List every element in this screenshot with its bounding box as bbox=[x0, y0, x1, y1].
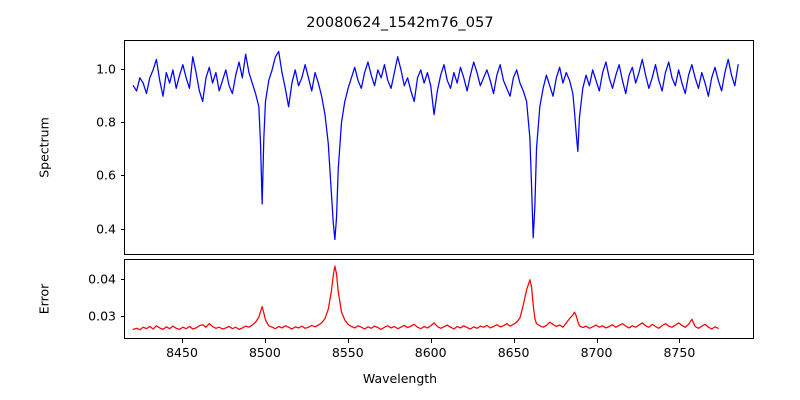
spectrum-y-tick-label: 0.4 bbox=[96, 221, 116, 236]
x-tick-label: 8600 bbox=[414, 345, 447, 360]
x-tickmark bbox=[182, 339, 184, 343]
x-tickmark bbox=[679, 339, 681, 343]
x-tick-label: 8750 bbox=[663, 345, 696, 360]
x-tickmark bbox=[596, 339, 598, 343]
error-series-line bbox=[125, 260, 753, 338]
x-tick-label: 8500 bbox=[248, 345, 281, 360]
x-tickmark bbox=[264, 339, 266, 343]
spectrum-y-tick-label: 1.0 bbox=[96, 61, 116, 77]
error-y-tickmark bbox=[120, 316, 124, 318]
x-tickmark bbox=[430, 339, 432, 343]
spectrum-y-tick-label: 0.6 bbox=[96, 167, 116, 183]
spectrum-y-tick-label: 0.8 bbox=[96, 114, 116, 130]
spectrum-y-axis-label: Spectrum bbox=[36, 117, 52, 178]
x-tickmark bbox=[513, 339, 515, 343]
chart-title: 20080624_1542m76_057 bbox=[306, 15, 494, 31]
x-tick-label: 8450 bbox=[166, 345, 198, 360]
error-y-axis-label: Error bbox=[36, 283, 52, 315]
error-y-tick-label: 0.03 bbox=[88, 308, 116, 324]
error-y-tickmark bbox=[120, 279, 124, 281]
x-tick-label: 8550 bbox=[331, 345, 364, 360]
spectrum-series-line bbox=[125, 41, 753, 254]
x-tickmark bbox=[347, 339, 349, 343]
error-plot-area bbox=[124, 259, 754, 339]
spectrum-y-tickmark bbox=[120, 228, 124, 230]
spectrum-y-tickmark bbox=[120, 122, 124, 124]
error-y-tick-label: 0.04 bbox=[88, 271, 116, 287]
x-tick-label: 8700 bbox=[580, 345, 613, 360]
x-tick-label: 8650 bbox=[497, 345, 530, 360]
spectrum-y-tickmark bbox=[120, 175, 124, 177]
spectrum-y-tickmark bbox=[120, 69, 124, 71]
x-axis-label: Wavelength bbox=[362, 371, 438, 386]
spectrum-plot-area bbox=[124, 40, 754, 255]
